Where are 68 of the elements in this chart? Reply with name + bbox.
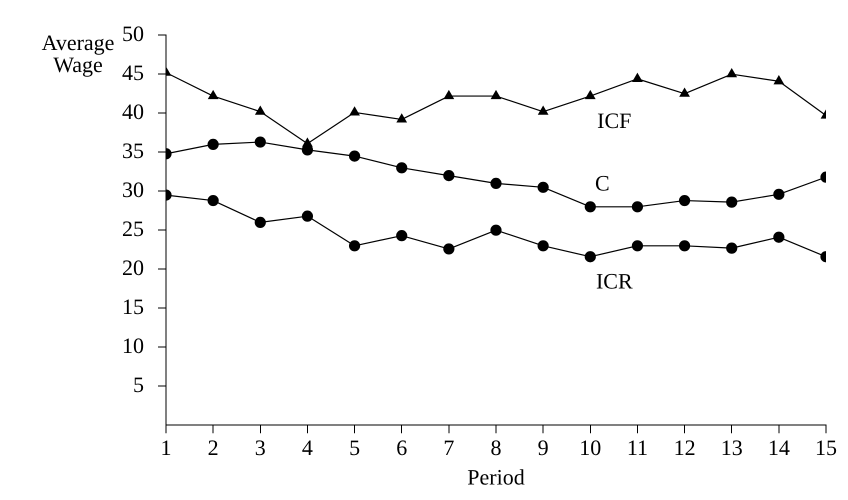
y-tick-label: 35 — [122, 138, 144, 163]
point — [302, 138, 312, 147]
point — [208, 138, 219, 150]
point — [490, 224, 502, 236]
x-tick-label: 11 — [626, 435, 648, 460]
x-tick-label: 1 — [160, 435, 172, 460]
point — [208, 90, 218, 100]
point — [632, 73, 642, 82]
y-tick-label: 15 — [122, 294, 144, 319]
point — [726, 68, 737, 78]
y-tick-label: 20 — [122, 254, 144, 280]
point — [774, 76, 784, 84]
point — [396, 114, 407, 123]
point — [773, 188, 784, 200]
point — [208, 194, 219, 206]
point — [680, 88, 690, 97]
point — [585, 90, 596, 100]
x-tick-label: 2 — [208, 435, 219, 460]
point — [396, 162, 408, 174]
y-tick-label: 5 — [133, 372, 144, 397]
point — [726, 242, 738, 254]
y-axis-title: Average Wage — [42, 30, 114, 77]
x-tick-label: 4 — [302, 435, 313, 460]
x-tick-label: 8 — [490, 435, 502, 460]
x-tick-label: 13 — [720, 435, 743, 460]
point — [678, 194, 690, 206]
x-axis-title: Period — [467, 464, 525, 490]
point — [443, 243, 454, 255]
series-label: ICR — [596, 268, 633, 294]
point — [584, 251, 596, 262]
point — [396, 230, 408, 242]
point — [584, 201, 596, 212]
point — [726, 196, 738, 208]
point — [632, 240, 644, 252]
point — [490, 178, 502, 189]
x-tick-label: 3 — [254, 435, 266, 460]
x-tick-label: 9 — [538, 435, 549, 460]
point — [255, 106, 266, 115]
x-tick-label: 6 — [396, 435, 408, 460]
point — [348, 240, 360, 252]
point — [443, 170, 454, 182]
y-tick-label: 50 — [122, 20, 144, 46]
x-tick-label: 14 — [768, 435, 790, 460]
y-tick-label: 25 — [122, 216, 144, 241]
point — [538, 106, 548, 115]
x-tick-label: 5 — [349, 435, 360, 460]
point — [538, 182, 549, 193]
point — [254, 136, 266, 148]
y-tick-label: 30 — [122, 176, 144, 202]
y-tick-label: 10 — [122, 332, 144, 358]
point — [491, 90, 501, 100]
series-label: C — [594, 170, 610, 196]
point — [302, 210, 314, 222]
point — [773, 232, 784, 243]
x-tick-label: 10 — [579, 435, 602, 460]
point — [678, 240, 690, 252]
y-tick-label: 40 — [122, 98, 144, 124]
point — [350, 106, 360, 116]
point — [632, 201, 644, 212]
point — [444, 90, 454, 100]
point — [348, 150, 360, 162]
x-tick-label: 15 — [815, 435, 837, 460]
x-tick-label: 7 — [443, 435, 454, 460]
x-tick-label: 12 — [674, 435, 696, 460]
point — [254, 216, 266, 228]
point — [538, 240, 549, 252]
y-tick-label: 45 — [122, 60, 144, 85]
series-label: ICF — [597, 108, 632, 133]
